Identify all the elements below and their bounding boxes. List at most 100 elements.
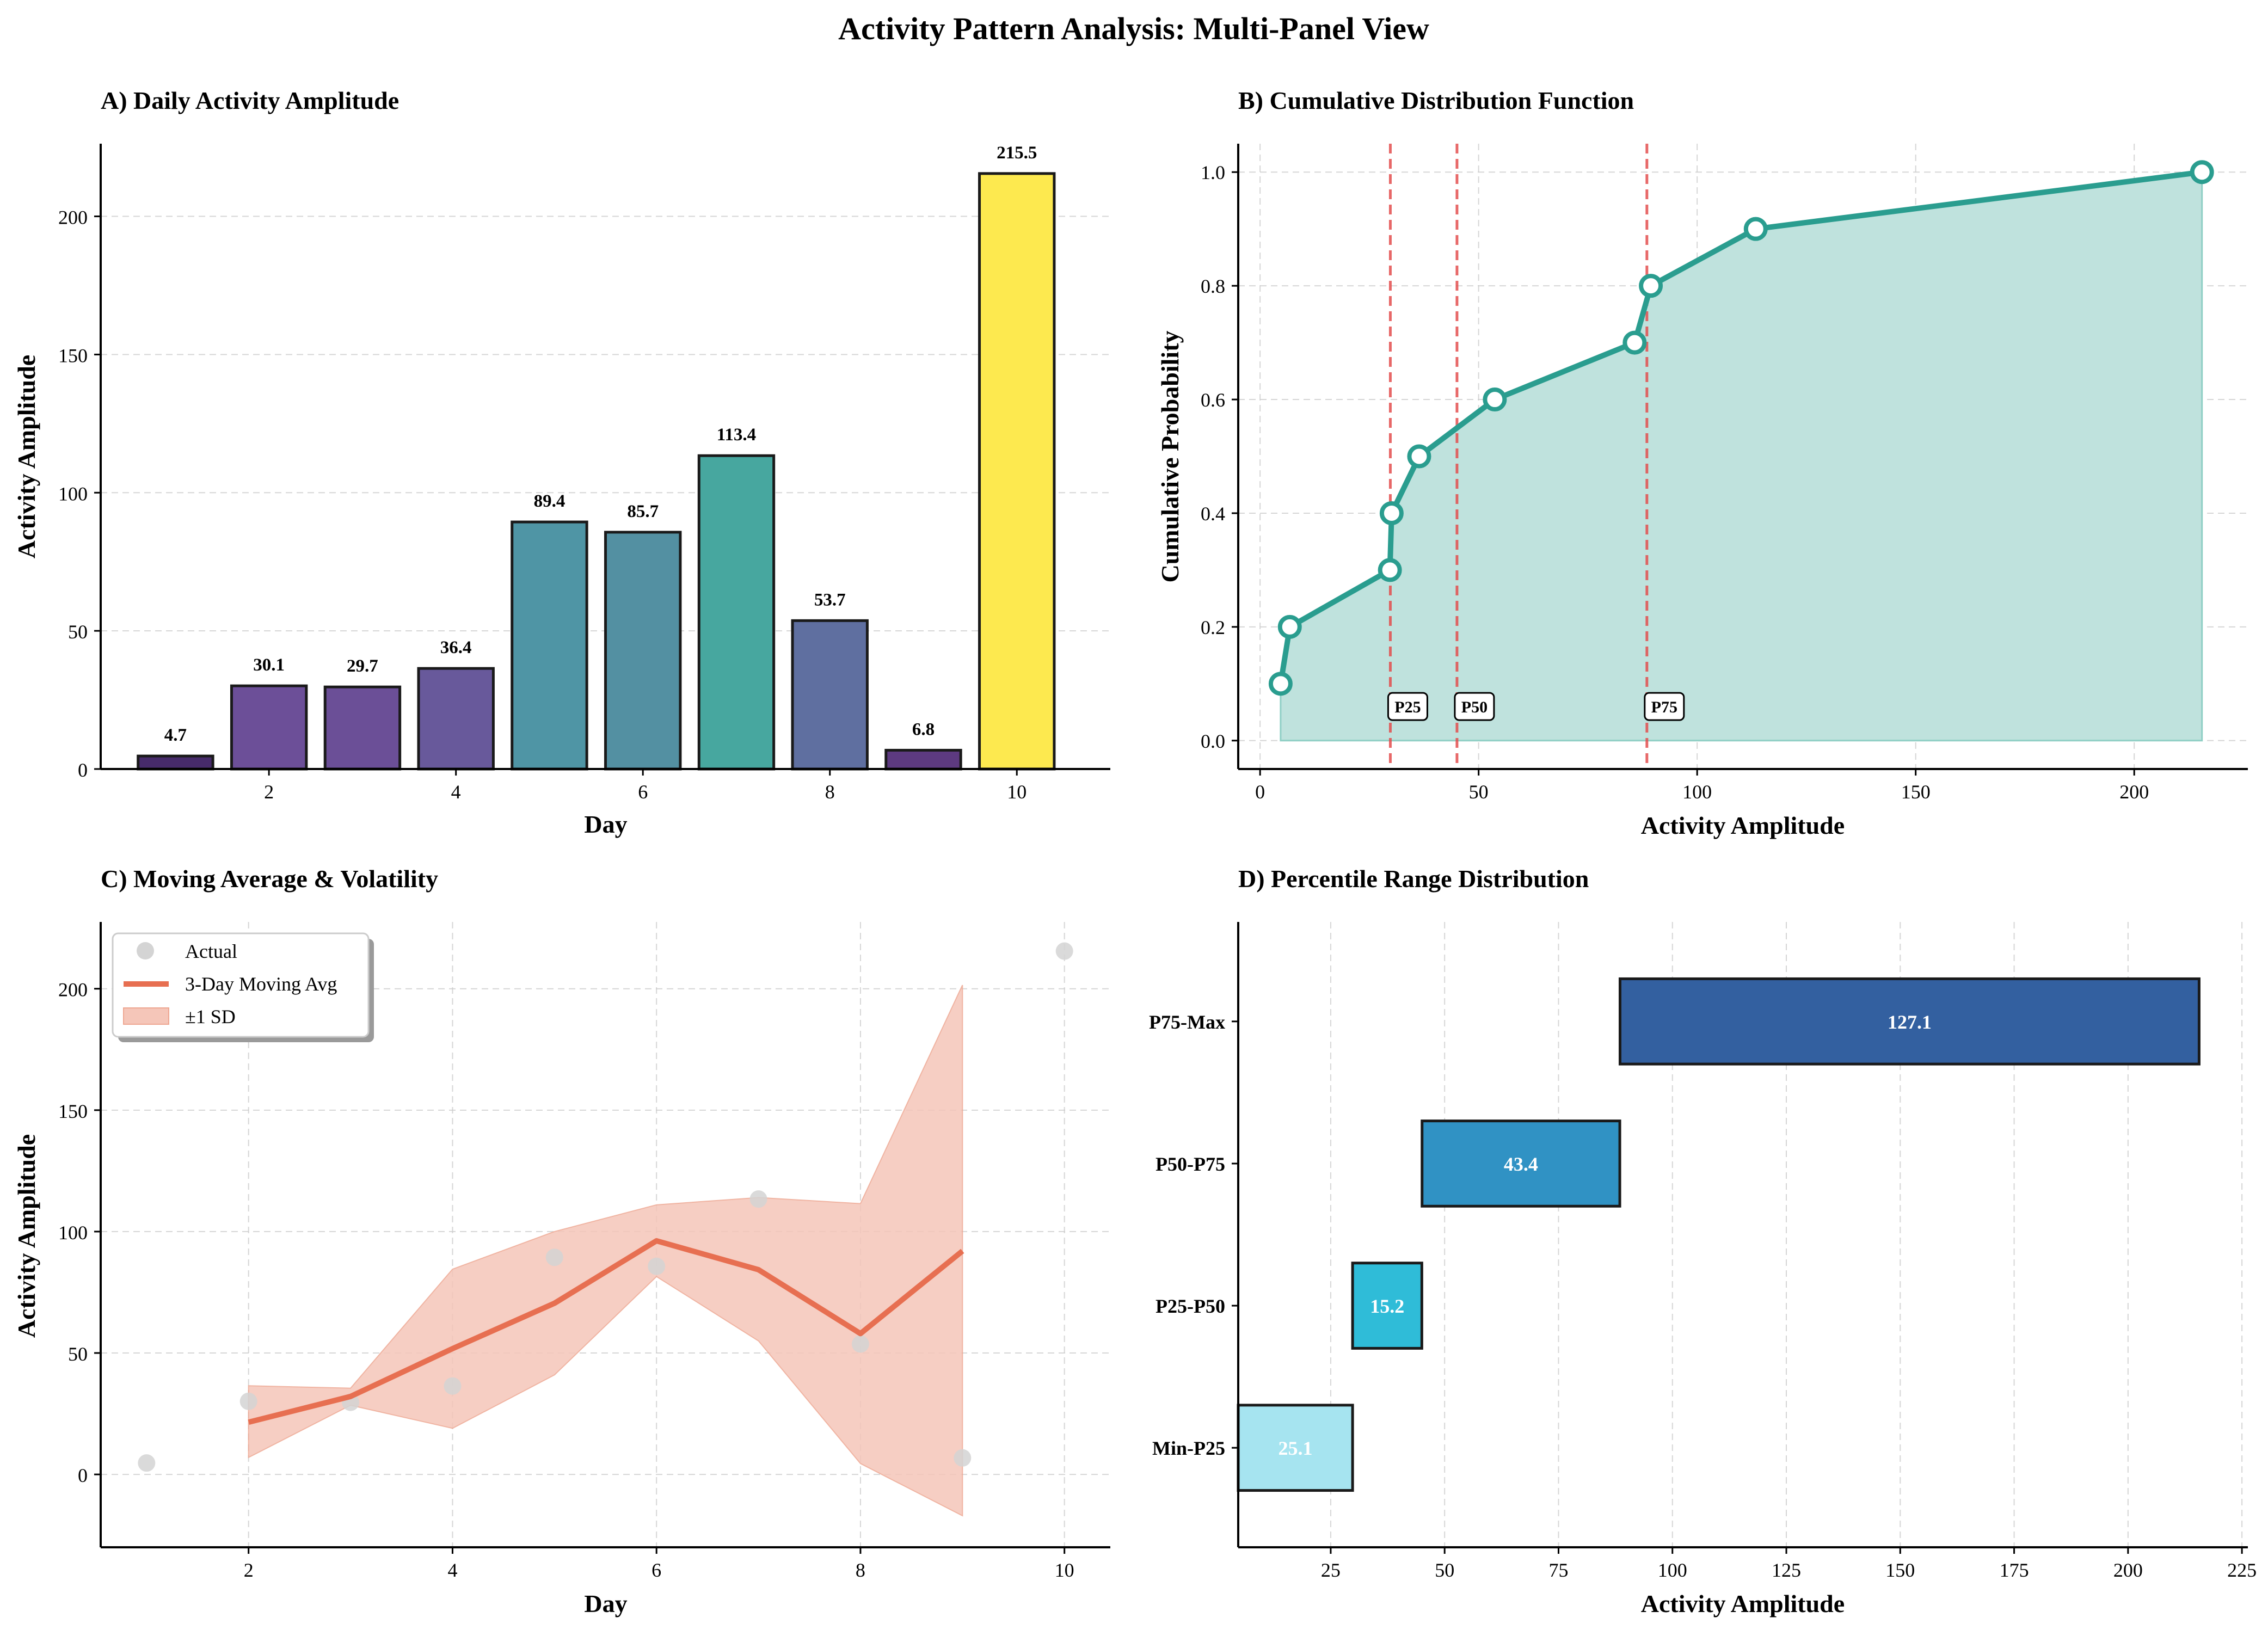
panel-d-bar [1618,977,2201,1066]
panel-d-category-label: Min-P25 [1152,1437,1225,1459]
panel-b-x-label: Activity Amplitude [1641,811,1845,839]
panel-c-actual-point [444,1377,462,1395]
panel-a-bar-value-label: 89.4 [534,491,566,511]
panel-d-bar [1421,1120,1621,1208]
figure-title: Activity Pattern Analysis: Multi-Panel V… [838,11,1429,46]
panel-b-y-tick-label: 0.4 [1201,503,1225,525]
panel-a-bar [697,454,776,771]
panel-c-moving-avg-line [248,1238,964,1425]
panel-b-percentile-label-box [1387,692,1428,721]
panel-d-bar [1351,1262,1423,1350]
panel-b-cdf-point [2190,160,2214,184]
panel-a-bar [511,520,588,771]
panel-a-x-tick-label: 10 [1007,781,1027,803]
panel-d-x-tick-label: 200 [2113,1559,2143,1581]
panel-b-y-label: Cumulative Probability [1156,330,1184,582]
panel-c-y-tick-label: 100 [58,1222,88,1244]
panel-b-cdf-line [1277,169,2203,685]
panel-a-bar [978,172,1056,771]
panel-a-bar [137,754,214,771]
panel-a-bar [604,531,682,771]
panel-d-x-tick-label: 125 [1772,1559,1801,1581]
panel-a-x-tick-label: 8 [825,781,835,803]
panel-b-percentile-label: P25 [1394,698,1421,716]
panel-b-percentile-label: P75 [1651,698,1677,716]
panel-a-bar-value-label: 85.7 [627,502,659,521]
panel-c-y-tick-label: 150 [58,1100,88,1122]
panel-a-bar [884,748,962,771]
panel-c-x-tick-label: 8 [856,1559,865,1581]
panel-a-x-tick-label: 4 [451,781,461,803]
panel-c-actual-point [954,1449,972,1467]
panel-c-x-tick-label: 4 [447,1559,457,1581]
panel-d-percentile-range-chart: D) Percentile Range Distribution Activit… [1149,865,2257,1617]
panel-c-x-tick-label: 10 [1055,1559,1074,1581]
panel-d-category-label: P25-P50 [1155,1295,1225,1317]
panel-b-cdf-point [1743,217,1768,241]
panel-c-legend-band-marker [123,1007,169,1025]
panel-a-y-tick-label: 50 [68,621,88,643]
panel-b-title: B) Cumulative Distribution Function [1238,87,1634,114]
panel-a-bar-value-label: 36.4 [440,638,472,657]
panel-d-category-label: P50-P75 [1155,1153,1225,1175]
panel-b-cdf-point [1379,501,1404,525]
panel-b-x-tick-label: 50 [1469,781,1489,803]
panel-c-legend-actual-marker [137,942,154,959]
panel-c-legend-box [112,932,370,1038]
panel-a-y-tick-label: 100 [58,483,88,505]
panel-b-cdf-point [1639,274,1663,298]
panel-d-x-tick-label: 100 [1658,1559,1687,1581]
panel-b-percentile-label-box [1454,692,1495,721]
panel-d-bar-value-label: 15.2 [1370,1295,1404,1317]
panel-c-legend-ma-label: 3-Day Moving Avg [185,973,337,995]
panel-d-bar-value-label: 127.1 [1888,1011,1932,1033]
panel-b-percentile-label-box [1644,692,1685,721]
panel-a-y-tick-label: 200 [58,207,88,229]
panel-c-y-tick-label: 200 [58,979,88,1001]
panel-a-y-label: Activity Amplitude [13,355,40,558]
panel-b-x-tick-label: 200 [2119,781,2149,803]
panel-d-x-label: Activity Amplitude [1641,1590,1845,1617]
panel-b-x-tick-label: 100 [1682,781,1712,803]
panel-a-y-tick-label: 150 [58,345,88,366]
panel-c-actual-point [749,1190,767,1208]
panel-b-cdf-point [1622,330,1647,355]
panel-c-moving-average-chart: C) Moving Average & Volatility Day Activ… [13,865,1110,1617]
panel-c-y-tick-label: 50 [68,1343,88,1365]
panel-a-bar [417,667,495,771]
panel-b-y-tick-label: 0.6 [1201,389,1225,411]
panel-a-bar-value-label: 29.7 [347,656,378,676]
panel-b-cdf-point [1407,444,1431,469]
panel-c-actual-point [648,1257,666,1275]
panel-d-x-tick-label: 225 [2227,1559,2257,1581]
panel-a-bar [230,684,308,771]
panel-b-y-tick-label: 0.8 [1201,275,1225,297]
panel-a-bar-value-label: 53.7 [814,590,846,610]
panel-d-x-tick-label: 50 [1435,1559,1454,1581]
panel-c-x-tick-label: 2 [244,1559,254,1581]
panel-a-bar [791,619,869,771]
panel-b-y-tick-label: 0.2 [1201,617,1225,638]
panel-c-y-label: Activity Amplitude [13,1134,40,1338]
panel-a-x-tick-label: 6 [638,781,648,803]
panel-a-bar-value-label: 4.7 [164,725,187,745]
panel-b-cdf-chart: B) Cumulative Distribution Function Acti… [1156,87,2248,839]
panel-b-y-tick-label: 1.0 [1201,162,1225,183]
panel-d-x-tick-label: 175 [2000,1559,2029,1581]
panel-b-cdf-point [1277,614,1302,639]
panel-d-x-tick-label: 25 [1321,1559,1341,1581]
panel-b-cdf-point [1378,558,1402,582]
panel-a-x-tick-label: 2 [264,781,274,803]
panel-c-legend-band-label: ±1 SD [185,1006,236,1028]
panel-c-legend: Actual 3-Day Moving Avg ±1 SD [112,932,374,1042]
panel-c-actual-point [138,1454,156,1472]
panel-d-bar-value-label: 25.1 [1279,1437,1313,1459]
panel-a-x-label: Day [584,810,627,838]
panel-a-bar [323,685,402,771]
panel-c-actual-point [851,1335,869,1353]
panel-b-cdf-point [1268,672,1293,696]
panel-a-y-tick-label: 0 [78,759,88,781]
panel-c-title: C) Moving Average & Volatility [101,865,438,893]
panel-d-bar [1237,1404,1354,1492]
